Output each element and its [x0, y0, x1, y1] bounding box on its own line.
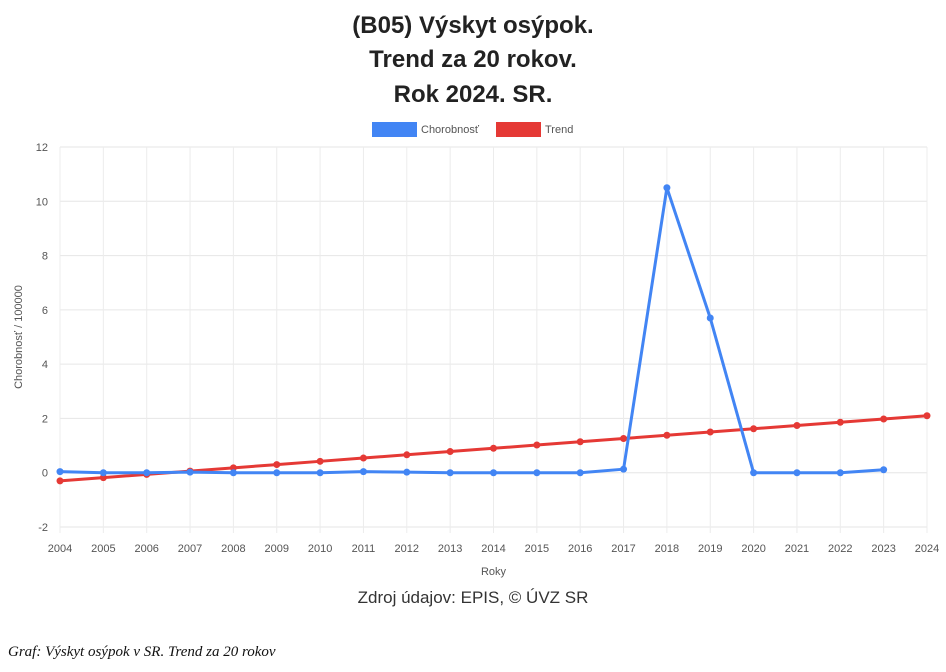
- chart-title-line-1: (B05) Výskyt osýpok.: [352, 12, 594, 39]
- data-point-1: [533, 441, 541, 449]
- y-tick-label: 10: [36, 196, 48, 208]
- source-text: Zdroj údajov: EPIS, © ÚVZ SR: [357, 588, 589, 607]
- data-point-1: [706, 428, 714, 436]
- y-tick-label: 6: [42, 305, 48, 317]
- chart-title-line-3: Rok 2024. SR.: [393, 81, 553, 108]
- data-point-0: [359, 468, 367, 476]
- y-tick-label: 8: [42, 251, 48, 263]
- data-point-0: [229, 469, 237, 477]
- x-axis-title: Roky: [481, 566, 507, 578]
- data-point-1: [229, 464, 237, 472]
- data-point-0: [99, 469, 107, 477]
- x-tick-label: 2019: [698, 543, 722, 555]
- data-point-0: [56, 468, 64, 476]
- data-point-1: [446, 448, 454, 456]
- data-point-1: [793, 421, 801, 429]
- data-point-0: [750, 469, 758, 477]
- data-point-1: [923, 412, 931, 420]
- x-tick-label: 2017: [611, 543, 635, 555]
- data-point-0: [706, 314, 714, 322]
- x-tick-label: 2010: [308, 543, 332, 555]
- data-point-1: [490, 444, 497, 452]
- data-point-1: [663, 431, 671, 439]
- y-tick-label: -2: [38, 522, 48, 534]
- x-tick-label: 2004: [48, 543, 72, 555]
- x-tick-label: 2024: [915, 543, 939, 555]
- x-tick-label: 2006: [134, 543, 158, 555]
- x-tick-label: 2013: [438, 543, 462, 555]
- data-point-0: [793, 469, 801, 477]
- y-tick-label: 12: [36, 142, 48, 154]
- data-point-0: [620, 465, 628, 473]
- data-point-0: [663, 184, 671, 192]
- data-point-1: [99, 474, 107, 482]
- data-point-0: [316, 469, 324, 477]
- x-tick-label: 2022: [828, 543, 852, 555]
- legend-label-0: Chorobnosť: [421, 124, 480, 136]
- series-line-0: [59, 186, 884, 475]
- legend-label-1: Trend: [545, 124, 573, 136]
- x-tick-label: 2007: [178, 543, 202, 555]
- data-point-0: [143, 469, 151, 477]
- data-point-0: [576, 469, 584, 477]
- data-point-0: [880, 466, 888, 474]
- y-tick-label: 4: [42, 359, 48, 371]
- legend-swatch-0: [372, 122, 417, 137]
- x-tick-label: 2018: [655, 543, 679, 555]
- line-chart: -2 0 2 4 6 8 10 12 2004 2005 2006 2007 2008 2009 2010 2…: [13, 122, 939, 578]
- y-axis-title: Chorobnosť / 100000: [13, 285, 25, 389]
- x-tick-label: 2005: [91, 543, 115, 555]
- data-point-1: [880, 415, 888, 423]
- data-point-1: [576, 438, 584, 446]
- data-point-1: [359, 454, 367, 462]
- figure-caption: Graf: Výskyt osýpok v SR. Trend za 20 ro…: [8, 644, 276, 660]
- data-point-1: [56, 477, 64, 485]
- data-point-1: [836, 418, 844, 426]
- y-tick-label: 0: [42, 468, 48, 480]
- y-tick-label: 2: [42, 413, 48, 425]
- x-tick-label: 2015: [525, 543, 549, 555]
- chart-title-line-2: Trend za 20 rokov.: [369, 46, 577, 73]
- data-point-1: [273, 461, 281, 469]
- x-tick-label: 2023: [871, 543, 895, 555]
- data-point-0: [403, 468, 411, 476]
- x-tick-label: 2014: [481, 543, 505, 555]
- x-tick-label: 2011: [352, 543, 376, 555]
- data-point-1: [403, 451, 411, 459]
- x-tick-label: 2020: [741, 543, 765, 555]
- data-point-1: [316, 457, 324, 465]
- x-tick-label: 2009: [265, 543, 289, 555]
- data-point-0: [836, 469, 844, 477]
- data-point-1: [620, 435, 628, 443]
- data-point-0: [186, 468, 194, 476]
- data-point-0: [446, 469, 454, 477]
- x-tick-label: 2012: [395, 543, 419, 555]
- data-point-0: [273, 469, 281, 477]
- data-point-1: [750, 425, 758, 433]
- x-tick-label: 2021: [785, 543, 809, 555]
- x-tick-label: 2008: [221, 543, 245, 555]
- data-point-0: [490, 469, 497, 477]
- legend-swatch-1: [496, 122, 541, 137]
- data-point-0: [533, 469, 541, 477]
- x-tick-label: 2016: [568, 543, 592, 555]
